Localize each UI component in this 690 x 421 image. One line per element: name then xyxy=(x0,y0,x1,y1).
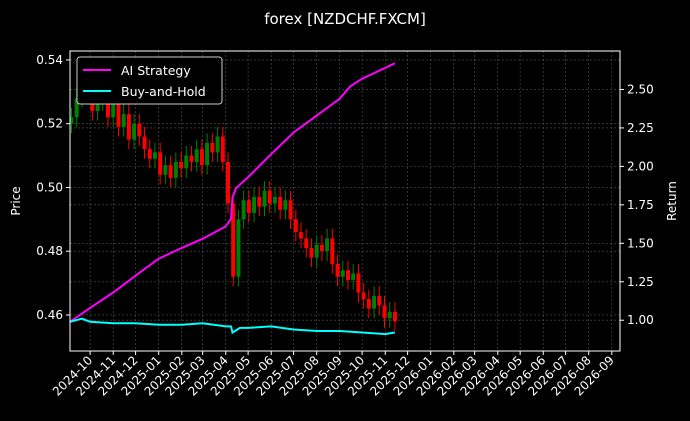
candle-body xyxy=(278,197,283,210)
y-tick-label-left: 0.48 xyxy=(36,244,63,258)
legend-bh-label: Buy-and-Hold xyxy=(121,84,206,99)
candle-body xyxy=(95,101,100,111)
candle-body xyxy=(189,155,194,162)
candle-body xyxy=(351,273,356,280)
chart-title: forex [NZDCHF.FXCM] xyxy=(264,10,426,28)
candle-body xyxy=(142,136,147,150)
candle-body xyxy=(366,299,371,309)
candle-body xyxy=(132,123,137,140)
y-tick-label-right: 2.00 xyxy=(627,159,654,173)
y-tick-label-right: 1.75 xyxy=(627,198,654,212)
candle-body xyxy=(377,295,382,306)
candle-body xyxy=(179,161,184,169)
candle-body xyxy=(319,244,324,252)
candle-body xyxy=(210,142,215,153)
candle-body xyxy=(325,238,330,252)
candle-body xyxy=(356,273,361,293)
y-tick-label-right: 2.25 xyxy=(627,121,654,135)
candle-body xyxy=(314,244,319,258)
candle-body xyxy=(309,248,314,258)
plot-frame xyxy=(69,50,621,352)
right-y-axis: 1.00 1.25 1.50 1.75 2.00 2.25 2.50 xyxy=(620,82,654,327)
candle-body xyxy=(184,155,189,169)
candle-body xyxy=(199,149,204,166)
candle-body xyxy=(231,203,236,277)
candle-body xyxy=(262,190,267,207)
candle-body xyxy=(116,104,121,127)
candle-body xyxy=(111,104,116,118)
y-tick-label-left: 0.50 xyxy=(36,180,63,194)
candle-body xyxy=(126,114,131,140)
y-tick-label-right: 1.00 xyxy=(627,313,654,327)
candle-body xyxy=(372,295,377,309)
candle-body xyxy=(215,136,220,153)
candle-body xyxy=(168,165,173,178)
candle-body xyxy=(69,117,74,124)
y-tick-label-left: 0.54 xyxy=(36,53,63,67)
y-tick-label-left: 0.46 xyxy=(36,308,63,322)
candle-body xyxy=(288,200,293,220)
candle-body xyxy=(283,200,288,210)
candle-body xyxy=(152,152,157,159)
candle-body xyxy=(257,197,262,207)
candle-body xyxy=(293,219,298,233)
legend-ai-label: AI Strategy xyxy=(121,63,191,78)
y-tick-label-right: 1.25 xyxy=(627,275,654,289)
candle-body xyxy=(361,292,366,300)
return-lines xyxy=(69,62,396,336)
candle-body xyxy=(241,200,246,220)
left-y-axis: 0.46 0.48 0.50 0.52 0.54 xyxy=(36,53,70,322)
candle-body xyxy=(121,114,126,127)
candle-body xyxy=(382,305,387,319)
candle-body xyxy=(220,136,225,162)
candle-body xyxy=(106,91,111,118)
y-tick-label-right: 1.50 xyxy=(627,236,654,250)
left-y-label: Price xyxy=(9,186,23,215)
candle-body xyxy=(137,123,142,137)
right-y-label: Return xyxy=(665,181,679,221)
y-tick-label-right: 2.50 xyxy=(627,82,654,96)
buy-and-hold-line xyxy=(69,317,396,336)
candle-body xyxy=(272,197,277,204)
candle-body xyxy=(173,161,178,178)
candle-body xyxy=(345,270,350,280)
candle-body xyxy=(147,149,152,159)
candle-body xyxy=(387,311,392,319)
candle-body xyxy=(194,149,199,162)
candle-body xyxy=(299,232,304,239)
y-tick-label-left: 0.52 xyxy=(36,117,63,131)
legend: AI Strategy Buy-and-Hold xyxy=(76,56,223,105)
candle-body xyxy=(225,161,230,204)
candle-body xyxy=(267,190,272,204)
candle-body xyxy=(340,270,345,277)
candle-body xyxy=(246,200,251,213)
candle-body xyxy=(205,142,210,166)
candle-body xyxy=(392,311,397,322)
candle-body xyxy=(74,98,79,118)
x-axis: 2024-102024-112024-122025-012025-022025-… xyxy=(50,351,617,399)
candle-body xyxy=(304,238,309,249)
candle-body xyxy=(252,197,257,213)
candle-body xyxy=(236,219,241,277)
legend-box xyxy=(76,56,223,105)
candle-body xyxy=(330,238,335,264)
candle-body xyxy=(158,152,163,175)
ai-strategy-line xyxy=(69,62,396,323)
candle-body xyxy=(335,263,340,277)
candle-body xyxy=(163,165,168,175)
